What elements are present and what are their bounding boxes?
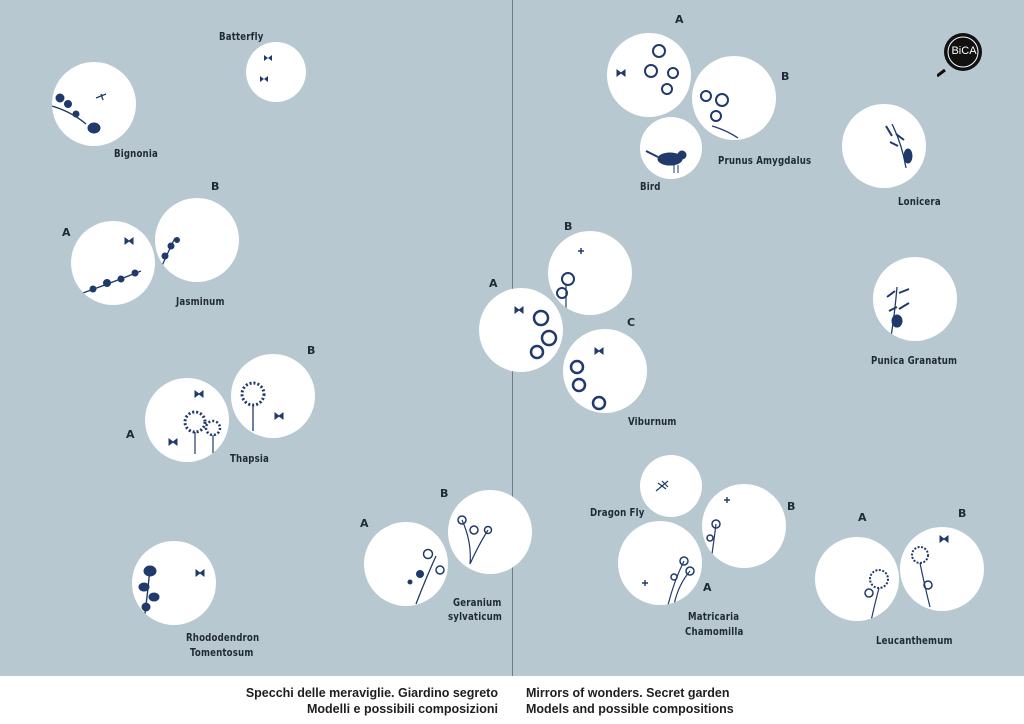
mirror-leucanthemum-a [815, 537, 899, 621]
letter-geranium-a: A [360, 517, 369, 530]
mirror-bird [640, 117, 702, 179]
bird-illustration [645, 150, 687, 173]
footer-en-line1: Mirrors of wonders. Secret garden [526, 686, 730, 700]
mirror-jasminum-a [71, 221, 155, 305]
matricaria-a-illustration [642, 556, 695, 605]
letter-leucanthemum-b: B [958, 507, 967, 520]
label-geranium-1: Geranium [453, 597, 502, 609]
mirror-prunus-a [607, 33, 691, 117]
geranium-a-illustration [407, 548, 445, 605]
footer-english: Mirrors of wonders. Secret garden Models… [526, 685, 734, 717]
mirror-batterfly [246, 42, 306, 102]
label-leucanthemum: Leucanthemum [876, 635, 953, 647]
letter-thapsia-b: B [307, 344, 316, 357]
prunus-a-illustration [616, 44, 679, 95]
letter-geranium-b: B [440, 487, 449, 500]
letter-matricaria-b: B [787, 500, 796, 513]
mirror-thapsia-b [231, 354, 315, 438]
mirror-matricaria-a [618, 521, 702, 605]
mirror-viburnum-c [563, 329, 647, 413]
letter-thapsia-a: A [126, 428, 135, 441]
mirror-matricaria-b [702, 484, 786, 568]
viburnum-c-illustration [569, 347, 607, 411]
letter-leucanthemum-a: A [858, 511, 867, 524]
label-dragonfly: Dragon Fly [590, 507, 645, 519]
jasminum-a-illustration [82, 237, 142, 294]
jasminum-b-illustration [160, 237, 180, 269]
letter-viburnum-b: B [564, 220, 573, 233]
label-prunus: Prunus Amygdalus [718, 155, 812, 167]
label-thapsia: Thapsia [230, 453, 270, 465]
letter-jasminum-a: A [62, 226, 71, 239]
label-matricaria-2: Chamomilla [685, 626, 744, 638]
bica-logo: BiCA [936, 32, 983, 78]
mirror-punica [873, 257, 957, 341]
rhododendron-illustration [138, 565, 205, 622]
mirror-dragonfly [640, 455, 702, 517]
label-lonicera: Lonicera [898, 196, 941, 208]
matricaria-b-illustration [706, 497, 730, 555]
mirror-viburnum-b [548, 231, 632, 315]
mirror-jasminum-b [155, 198, 239, 282]
butterfly-illustration [260, 55, 272, 82]
mirror-prunus-b [692, 56, 776, 140]
footer-it-line1: Specchi delle meraviglie. Giardino segre… [245, 686, 498, 700]
label-viburnum: Viburnum [628, 416, 677, 428]
mirror-lonicera [842, 104, 926, 188]
footer-it-line2: Modelli e possibili composizioni [307, 702, 498, 716]
mirror-viburnum-a [479, 288, 563, 372]
mirror-leucanthemum-b [900, 527, 984, 611]
letter-prunus-a: A [675, 13, 684, 26]
label-bird: Bird [640, 181, 661, 193]
prunus-b-illustration [700, 90, 739, 139]
footer-caption: Specchi delle meraviglie. Giardino segre… [0, 676, 1024, 724]
label-rhododendron-1: Rhododendron [186, 632, 260, 644]
mirror-bignonia [52, 62, 136, 146]
thapsia-a-illustration [168, 390, 222, 454]
label-batterfly: Batterfly [219, 31, 264, 43]
letter-jasminum-b: B [211, 180, 220, 193]
viburnum-b-illustration [556, 248, 584, 311]
punica-illustration [886, 286, 910, 338]
mirror-geranium-b [448, 490, 532, 574]
footer-italian: Specchi delle meraviglie. Giardino segre… [246, 685, 498, 717]
logo-text: BiCA [951, 45, 977, 57]
geranium-b-illustration [457, 515, 493, 565]
label-matricaria-1: Matricaria [688, 611, 740, 623]
dragonfly-illustration [655, 480, 669, 492]
viburnum-a-illustration [514, 306, 558, 360]
label-jasminum: Jasminum [176, 296, 225, 308]
leucanthemum-a-illustration [864, 569, 889, 621]
label-geranium-2: sylvaticum [448, 611, 503, 623]
letter-viburnum-c: C [627, 316, 636, 329]
label-rhododendron-2: Tomentosum [190, 647, 254, 659]
bignonia-illustration [52, 93, 107, 134]
footer-en-line2: Models and possible compositions [526, 702, 734, 716]
mirror-rhododendron [132, 541, 216, 625]
letter-matricaria-a: A [703, 581, 712, 594]
letter-viburnum-a: A [489, 277, 498, 290]
mirror-thapsia-a [145, 378, 229, 462]
label-punica: Punica Granatum [871, 355, 958, 367]
mirror-geranium-a [364, 522, 448, 606]
leucanthemum-b-illustration [911, 535, 949, 608]
label-bignonia: Bignonia [114, 148, 158, 160]
letter-prunus-b: B [781, 70, 790, 83]
lonicera-illustration [885, 123, 913, 169]
thapsia-b-illustration [240, 381, 284, 431]
